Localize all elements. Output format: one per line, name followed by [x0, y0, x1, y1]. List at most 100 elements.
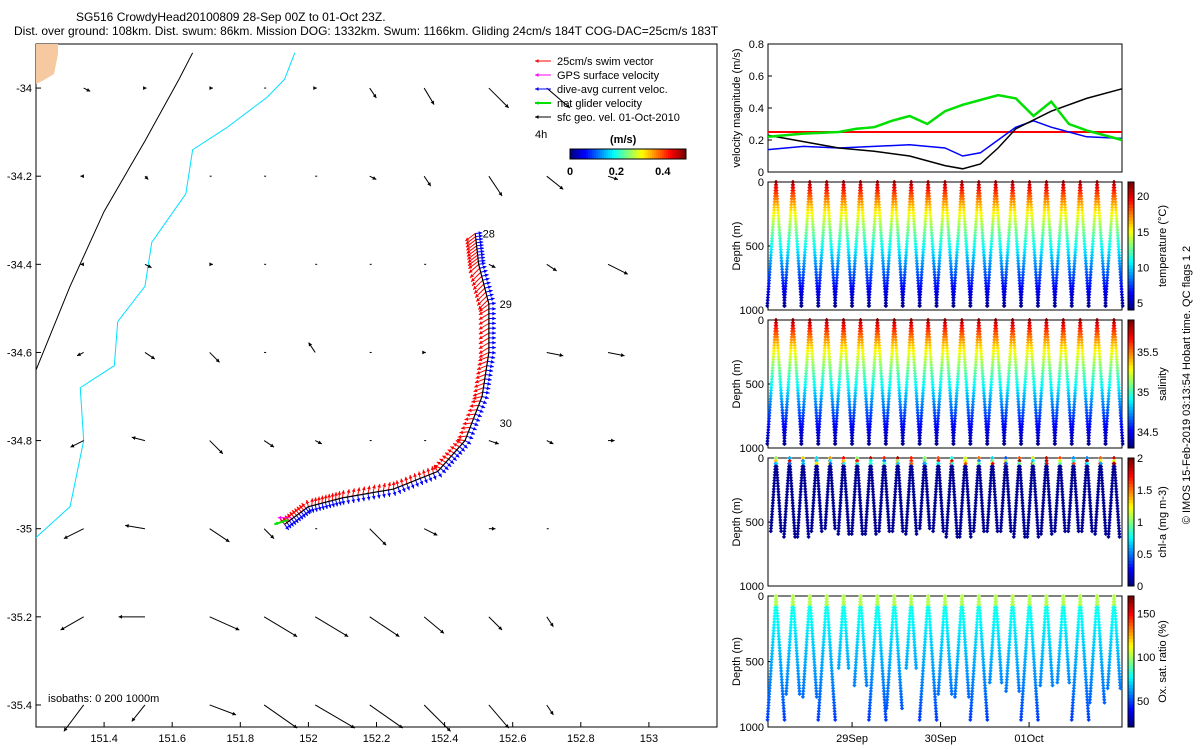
chla-colorbar-cell	[1128, 467, 1134, 472]
temperature-marker	[799, 292, 805, 297]
map-ytick-label: -35.4	[7, 700, 32, 712]
geo-vector-head	[549, 710, 554, 715]
dac-vector-head	[492, 301, 496, 306]
chla-colorbar-tick: 2	[1137, 453, 1143, 465]
temperature-marker	[808, 191, 813, 196]
geo-vector-head	[440, 629, 444, 634]
swim-vector-head	[447, 449, 452, 453]
temperature-marker	[785, 258, 790, 263]
temperature-marker	[806, 199, 811, 204]
swim-vector-head	[310, 498, 314, 502]
swim-vector-head	[296, 506, 301, 511]
temperature-marker	[795, 247, 800, 252]
dac-vector-head	[479, 243, 484, 248]
temperature-marker	[797, 269, 802, 275]
chla-colorbar-cell	[1128, 486, 1134, 491]
temperature-marker	[774, 191, 779, 196]
swim-vector-head	[434, 464, 439, 469]
salinity-colorbar-cell	[1128, 393, 1134, 398]
geo-vector-head	[446, 727, 451, 732]
temperature-marker	[804, 222, 809, 227]
swim-vector-head	[469, 404, 474, 408]
dac-vector-head	[441, 469, 446, 473]
geo-vector-head	[427, 182, 431, 187]
salinity-colorbar-cell	[1128, 425, 1134, 430]
geo-vector-head	[131, 717, 136, 722]
salinity-colorbar-cell	[1128, 412, 1134, 417]
salinity-colorbar-cell	[1128, 380, 1134, 385]
swim-vector-head	[408, 474, 413, 479]
temperature-marker	[810, 213, 815, 218]
temperature-marker	[771, 210, 776, 216]
isobath-legend-label: isobaths: 0 200 1000m	[48, 693, 159, 705]
temperature-marker	[799, 295, 804, 300]
dac-vector-head	[484, 395, 489, 400]
swim-vector-head	[323, 494, 328, 499]
temperature-marker	[813, 264, 818, 269]
temperature-marker	[786, 247, 791, 252]
swim-vector-head	[478, 325, 483, 330]
temperature-marker	[772, 205, 777, 210]
dac-vector-head	[479, 409, 484, 413]
salinity-colorbar-cell	[1128, 326, 1134, 331]
dac-vector-head	[492, 345, 496, 350]
temperature-colorbar-cell	[1128, 207, 1134, 212]
temperature-colorbar-cell	[1128, 204, 1134, 209]
colorbar-cell	[630, 149, 633, 159]
temperature-marker	[774, 193, 780, 199]
temperature-marker	[770, 224, 775, 230]
colorbar-cell	[626, 149, 629, 159]
colorbar-cell	[594, 149, 597, 159]
geo-vector	[314, 616, 349, 638]
temperature-marker	[809, 210, 815, 216]
chla-colorbar-cell	[1128, 522, 1134, 526]
temperature-marker	[786, 244, 791, 249]
colorbar-cell	[658, 149, 661, 159]
dac-vector-head	[479, 237, 483, 242]
temperature-colorbar-cell	[1128, 191, 1134, 196]
dac-vector-head	[327, 504, 332, 509]
chla-colorbar-cell	[1128, 550, 1134, 555]
dac-vector-head	[321, 506, 325, 510]
dac-vector-head	[482, 400, 487, 404]
temperature-marker	[811, 227, 816, 232]
map-frame	[35, 43, 718, 728]
geo-vector-head	[60, 626, 65, 631]
temperature-marker	[770, 222, 776, 227]
temperature-marker	[772, 196, 777, 202]
salinity-ylabel: Depth (m)	[731, 360, 743, 409]
salinity-colorbar-cell	[1128, 396, 1134, 401]
colorbar-cell	[596, 149, 599, 159]
chla-colorbar-cell	[1128, 525, 1134, 529]
geo-vector-head	[504, 104, 509, 108]
geo-vector	[488, 704, 510, 729]
dac-vector-head	[289, 522, 294, 527]
temperature-marker	[789, 199, 794, 204]
temperature-marker	[776, 216, 781, 221]
colorbar-frame	[569, 148, 687, 160]
temperature-colorbar-cell	[1128, 230, 1134, 234]
temperature-marker	[788, 213, 793, 218]
salinity-colorbar-cell	[1128, 352, 1134, 356]
colorbar-cell	[638, 149, 641, 159]
colorbar-cell	[636, 149, 639, 159]
temperature-colorbar-cell	[1128, 271, 1134, 276]
salinity-colorbar-cell	[1128, 368, 1134, 372]
temperature-marker	[805, 216, 810, 221]
swim-vector-head	[395, 480, 400, 485]
colorbar-cell	[582, 149, 585, 159]
geo-vector-head	[372, 176, 377, 180]
salinity-colorbar-cell	[1128, 332, 1134, 337]
swim-vector-head	[422, 469, 426, 474]
temperature-marker	[822, 210, 827, 216]
legend-label: net glider velocity	[557, 98, 642, 110]
temperature-marker	[769, 247, 774, 252]
salinity-colorbar-cell	[1128, 342, 1134, 347]
swim-vector-head	[478, 340, 483, 344]
temperature-marker	[780, 272, 785, 278]
day-label: 28	[483, 228, 495, 240]
geo-vector-head	[433, 532, 438, 536]
dac-vector-head	[382, 493, 386, 498]
swim-vector-head	[470, 273, 474, 278]
temperature-marker	[813, 267, 819, 272]
